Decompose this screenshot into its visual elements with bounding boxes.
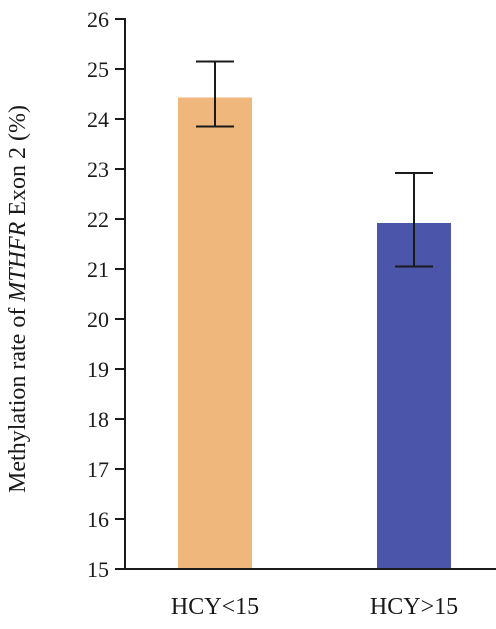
y-tick-label: 24 [87, 107, 109, 132]
x-axis-labels: HCY<15 HCY>15 [171, 594, 458, 620]
y-axis-ticks: 15 16 17 18 19 20 21 22 23 24 25 26 [87, 7, 125, 582]
y-tick-label: 17 [87, 457, 109, 482]
bar [377, 223, 451, 569]
y-axis-title: Methylation rate of MTHFR Exon 2 (%) [5, 105, 31, 493]
y-tick-label: 22 [87, 207, 109, 232]
y-axis-title-part-1: Methylation rate of [5, 302, 31, 493]
y-tick-label: 15 [87, 557, 109, 582]
x-tick-label: HCY<15 [171, 594, 259, 620]
bars [178, 97, 451, 569]
x-tick-label: HCY>15 [370, 594, 458, 620]
bar [178, 97, 252, 569]
error-bars [196, 60, 433, 268]
y-tick-label: 16 [87, 507, 109, 532]
y-axis-title-gene: MTHFR [5, 221, 31, 302]
y-tick-label: 25 [87, 57, 109, 82]
y-tick-label: 23 [87, 157, 109, 182]
y-tick-label: 18 [87, 407, 109, 432]
y-tick-label: 26 [87, 7, 109, 32]
y-tick-label: 21 [87, 257, 109, 282]
y-tick-label: 20 [87, 307, 109, 332]
y-tick-label: 19 [87, 357, 109, 382]
y-axis-title-part-3: Exon 2 (%) [5, 105, 31, 222]
